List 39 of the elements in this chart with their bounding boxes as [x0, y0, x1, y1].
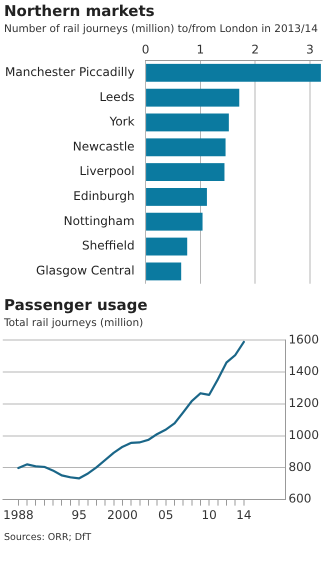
x-tick-label: 05 [158, 508, 174, 522]
y-tick-label: Edinburgh [73, 189, 135, 204]
x-tick-label: 10 [202, 508, 217, 522]
x-tick-label: 3 [306, 42, 314, 56]
bar [146, 262, 182, 280]
y-tick-label: 1600 [288, 332, 320, 346]
y-tick-label: 1400 [288, 364, 320, 378]
x-tick-label: 2000 [107, 508, 138, 522]
y-tick-label: Sheffield [82, 238, 135, 253]
chart-subtitle: Total rail journeys (million) [4, 316, 144, 330]
x-tick-label: 1 [196, 42, 204, 56]
y-tick-label: 1000 [288, 428, 320, 442]
x-tick-label: 14 [236, 508, 252, 522]
y-tick-label: Nottingham [64, 214, 135, 228]
y-tick-label: Glasgow Central [36, 264, 135, 278]
y-tick-label: York [108, 114, 135, 129]
bar [146, 163, 224, 182]
y-tick-label: Liverpool [79, 164, 135, 178]
bar [146, 88, 240, 107]
bar [146, 212, 203, 231]
x-tick-label: 2 [251, 42, 259, 56]
y-tick-label: 800 [288, 460, 312, 474]
bar [146, 238, 188, 256]
x-tick-label: 0 [142, 42, 150, 56]
y-tick-label: Newcastle [72, 139, 135, 154]
chart-title: Northern markets [4, 2, 156, 20]
chart-title: Passenger usage [4, 296, 149, 314]
y-tick-label: 1200 [288, 396, 320, 410]
bar [146, 114, 229, 132]
bar [146, 138, 226, 156]
y-tick-label: 600 [288, 492, 312, 506]
y-tick-label: Leeds [99, 90, 135, 104]
x-tick-label: 1988 [3, 508, 34, 522]
bar [146, 188, 207, 206]
source-note: Sources: ORR; DfT [4, 532, 92, 543]
y-tick-label: Manchester Piccadilly [5, 64, 135, 79]
x-tick-label: 95 [71, 508, 87, 522]
bar [146, 64, 321, 82]
chart-subtitle: Number of rail journeys (million) to/from London in 2013/14 [4, 22, 319, 36]
